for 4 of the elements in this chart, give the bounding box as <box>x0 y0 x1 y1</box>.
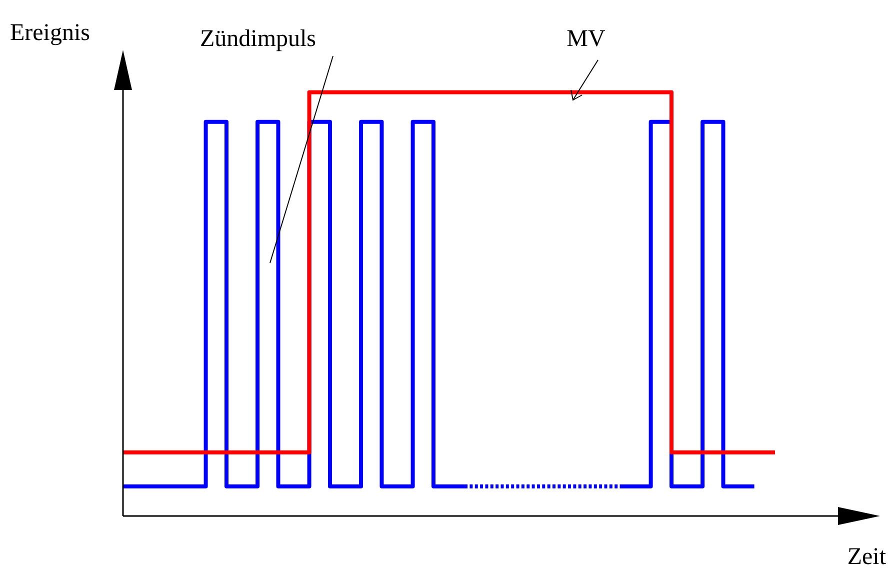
x-axis-title: Zeit <box>847 544 886 570</box>
y-axis-title: Ereignis <box>10 20 90 46</box>
series-label: MV <box>566 26 606 52</box>
text: Zündimpuls <box>200 26 316 52</box>
